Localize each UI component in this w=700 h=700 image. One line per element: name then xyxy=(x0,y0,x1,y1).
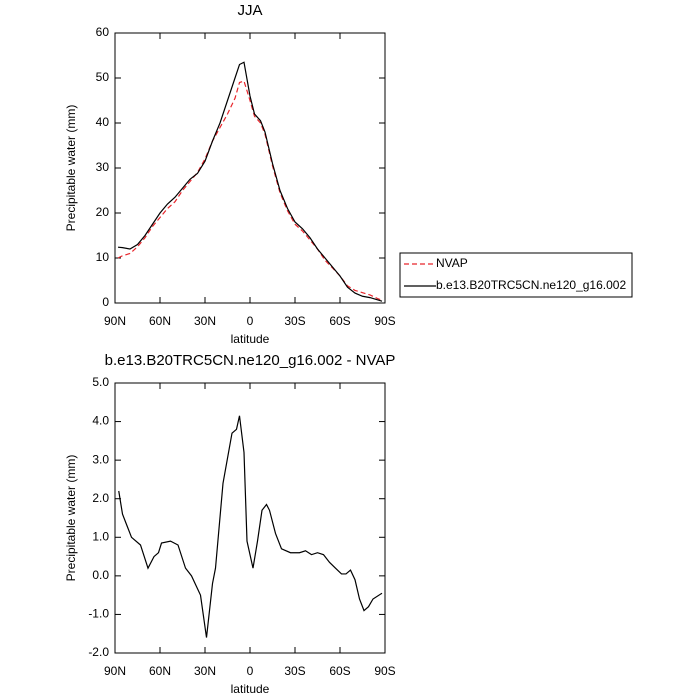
legend-box xyxy=(399,252,633,298)
x-tick-label: 60S xyxy=(329,664,350,678)
x-tick-label: 30N xyxy=(194,314,216,328)
y-tick-label: -1.0 xyxy=(88,607,109,621)
legend-label: NVAP xyxy=(436,256,468,270)
x-tick-label: 30S xyxy=(284,314,305,328)
y-tick-label: 2.0 xyxy=(92,491,109,505)
x-tick-label: 0 xyxy=(247,314,254,328)
x-tick-label: 60N xyxy=(149,314,171,328)
y-tick-label: 40 xyxy=(96,115,110,129)
y-tick-label: 4.0 xyxy=(92,414,109,428)
y-tick-label: 30 xyxy=(96,160,110,174)
data-line xyxy=(117,61,383,302)
x-tick-label: 60N xyxy=(149,664,171,678)
y-tick-label: 60 xyxy=(96,25,110,39)
x-tick-label: 30N xyxy=(194,664,216,678)
y-tick-label: 0 xyxy=(102,295,109,309)
plot-frame xyxy=(114,32,386,304)
y-tick-label: 20 xyxy=(96,205,110,219)
x-tick-label: 90S xyxy=(374,314,395,328)
y-tick-label: 5.0 xyxy=(92,375,109,389)
x-axis-title: latitude xyxy=(231,332,270,346)
data-line xyxy=(117,80,383,301)
y-tick-label: 3.0 xyxy=(92,452,109,466)
legend-label: b.e13.B20TRC5CN.ne120_g16.002 xyxy=(436,278,626,292)
y-tick-label: -2.0 xyxy=(88,645,109,659)
chart-title: JJA xyxy=(237,2,262,19)
x-tick-label: 90N xyxy=(104,664,126,678)
x-tick-label: 30S xyxy=(284,664,305,678)
chart-title: b.e13.B20TRC5CN.ne120_g16.002 - NVAP xyxy=(105,352,396,369)
x-axis-title: latitude xyxy=(231,682,270,696)
x-tick-label: 0 xyxy=(247,664,254,678)
x-tick-label: 90N xyxy=(104,314,126,328)
data-line xyxy=(118,415,383,638)
y-axis-title: Precipitable water (mm) xyxy=(64,105,78,232)
y-tick-label: 50 xyxy=(96,70,110,84)
plot-frame xyxy=(114,382,386,654)
y-tick-label: 0.0 xyxy=(92,568,109,582)
y-axis-title: Precipitable water (mm) xyxy=(64,455,78,582)
y-tick-label: 1.0 xyxy=(92,529,109,543)
y-tick-label: 10 xyxy=(96,250,110,264)
x-tick-label: 60S xyxy=(329,314,350,328)
x-tick-label: 90S xyxy=(374,664,395,678)
